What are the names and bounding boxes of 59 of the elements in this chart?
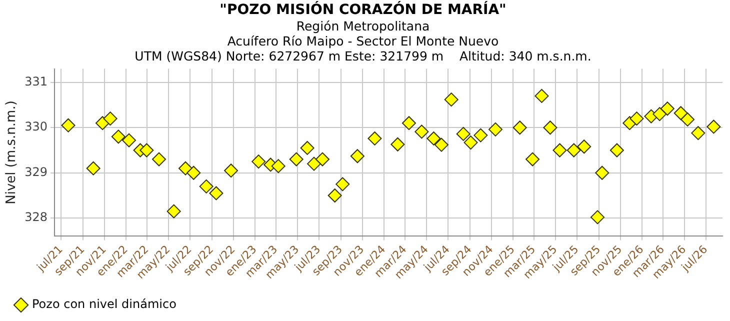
point bbox=[595, 166, 610, 180]
point bbox=[474, 128, 488, 142]
point bbox=[610, 143, 624, 158]
y-axis-title: Nivel (m.s.n.m.) bbox=[4, 100, 20, 204]
point bbox=[674, 106, 688, 120]
point bbox=[630, 112, 644, 126]
point bbox=[652, 107, 667, 122]
point bbox=[706, 120, 721, 134]
point bbox=[199, 179, 214, 194]
point bbox=[402, 116, 416, 130]
y-tick-label: 328 bbox=[24, 210, 48, 224]
point bbox=[680, 112, 695, 126]
point bbox=[61, 118, 76, 132]
point bbox=[307, 156, 322, 171]
point bbox=[224, 164, 238, 178]
chart-title: "POZO MISIÓN CORAZÓN DE MARÍA" bbox=[220, 1, 506, 18]
point bbox=[390, 137, 405, 152]
point bbox=[434, 138, 448, 152]
point bbox=[456, 126, 470, 141]
point bbox=[178, 161, 192, 176]
point bbox=[252, 154, 266, 169]
point bbox=[86, 161, 100, 176]
point bbox=[96, 116, 110, 130]
point bbox=[111, 130, 126, 144]
point bbox=[289, 152, 304, 166]
point bbox=[444, 92, 458, 107]
point bbox=[140, 143, 154, 158]
point bbox=[488, 122, 502, 136]
point bbox=[328, 188, 342, 202]
point bbox=[336, 177, 350, 192]
y-tick-label: 331 bbox=[24, 74, 48, 88]
point bbox=[300, 140, 314, 155]
point bbox=[103, 112, 118, 126]
y-tick-label: 329 bbox=[24, 164, 48, 179]
point bbox=[590, 210, 605, 224]
point bbox=[350, 149, 364, 164]
point bbox=[512, 120, 527, 135]
point bbox=[186, 166, 201, 180]
chart-subtitle: Región Metropolitana Acuífero Río Maipo - Sector El Monte Nuevo UTM (WGS84) Norte: 6272967 m Este: 321799 m Altitud: 340 m.s.n.m. bbox=[134, 18, 592, 64]
point bbox=[426, 131, 441, 146]
point bbox=[414, 124, 429, 139]
y-tick-label: 330 bbox=[24, 120, 48, 134]
point bbox=[534, 88, 549, 103]
point bbox=[152, 152, 166, 166]
point bbox=[271, 159, 286, 174]
point bbox=[660, 102, 674, 116]
point bbox=[543, 120, 558, 135]
point bbox=[122, 133, 136, 148]
point bbox=[368, 131, 382, 146]
legend-label: Pozo con nivel dinámico bbox=[32, 297, 176, 312]
point bbox=[464, 136, 478, 150]
point bbox=[166, 204, 181, 218]
point bbox=[552, 143, 567, 158]
point bbox=[526, 152, 540, 166]
point bbox=[577, 140, 592, 154]
point bbox=[566, 143, 581, 158]
point bbox=[315, 152, 330, 166]
point bbox=[691, 126, 706, 140]
point bbox=[209, 186, 224, 200]
